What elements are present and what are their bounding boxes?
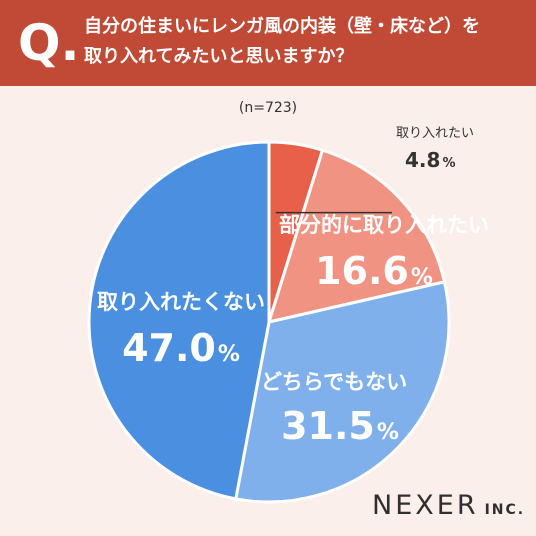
slice-2-value: 16.6% <box>315 249 433 293</box>
pie-slice-2 <box>266 148 447 325</box>
logo-main: NEXER <box>372 490 479 521</box>
slice-3-label: どちらでもない <box>261 370 407 394</box>
sample-size-label: (n=723) <box>238 100 298 116</box>
slice-1-label: 取り入れたい <box>396 126 474 141</box>
pie-slice-3 <box>234 280 451 504</box>
slice-3-value: 31.5% <box>281 404 399 448</box>
slice-4-label: 取り入れたくない <box>97 290 265 314</box>
nexer-logo: NEXER INC. <box>372 490 525 521</box>
logo-suffix: INC. <box>484 502 526 518</box>
question-mark: Q. <box>18 14 80 72</box>
question-text: 自分の住まいにレンガ風の内装（壁・床など）を 取り入れてみたいと思いますか？ <box>84 16 480 67</box>
pie-slice-4 <box>87 140 271 501</box>
question-header: Q. 自分の住まいにレンガ風の内装（壁・床など）を 取り入れてみたいと思いますか… <box>0 0 536 86</box>
slice-4-value: 47.0% <box>122 326 240 370</box>
slice-2-label: 部分的に取り入れたい <box>279 213 489 237</box>
slice-1-value: 4.8% <box>405 148 455 172</box>
